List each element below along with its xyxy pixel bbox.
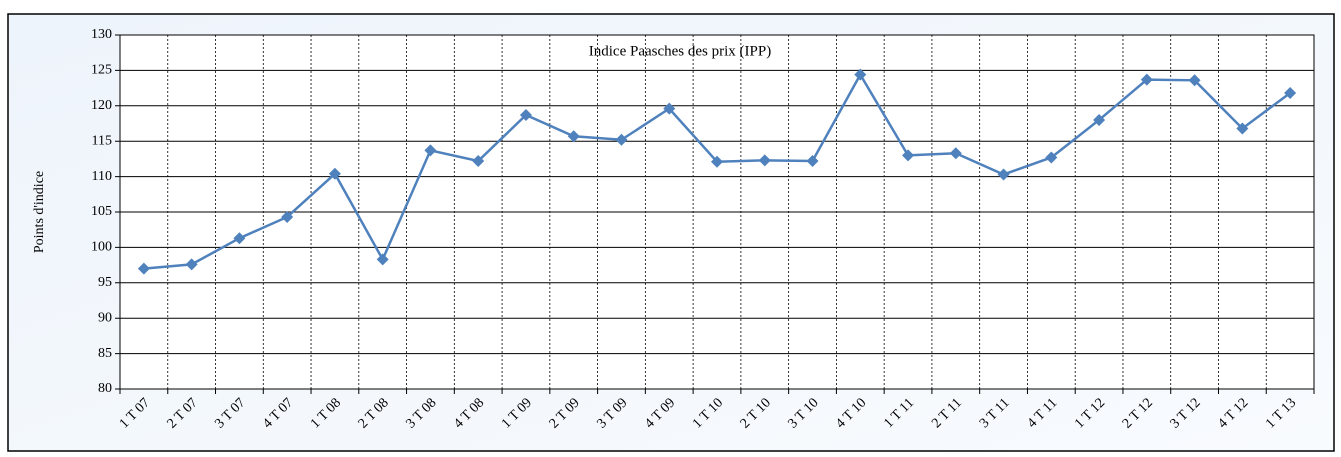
data-point — [1093, 113, 1106, 126]
data-point — [1045, 151, 1058, 164]
data-point — [902, 149, 915, 162]
data-point — [1188, 74, 1201, 87]
y-tick-label: 120 — [91, 98, 112, 113]
data-point — [281, 210, 294, 223]
data-point — [137, 262, 150, 275]
y-tick-label: 130 — [91, 27, 112, 42]
y-tick-label: 105 — [91, 204, 112, 219]
data-point — [806, 155, 819, 168]
y-tick-label: 85 — [98, 346, 112, 361]
data-point — [1284, 87, 1297, 100]
data-point — [663, 102, 676, 115]
chart-title: Indice Paasches des prix (IPP) — [589, 43, 771, 59]
data-point — [567, 130, 580, 143]
y-axis-label: Points d'indice — [32, 171, 47, 253]
data-point — [376, 253, 389, 266]
data-point — [854, 68, 867, 81]
data-point — [1236, 122, 1249, 135]
y-tick-label: 90 — [98, 310, 112, 325]
y-tick-label: 100 — [91, 240, 112, 255]
data-point — [519, 109, 532, 122]
data-point — [615, 133, 628, 146]
y-tick-label: 95 — [98, 275, 112, 290]
data-point — [758, 154, 771, 167]
y-tick-label: 125 — [91, 63, 112, 78]
data-point — [185, 258, 198, 271]
data-point — [328, 167, 341, 180]
y-tick-label: 80 — [98, 381, 112, 396]
data-point — [424, 144, 437, 157]
data-point — [1140, 73, 1153, 86]
data-point — [997, 168, 1010, 181]
y-tick-label: 110 — [92, 169, 112, 184]
y-tick-label: 115 — [92, 133, 112, 148]
data-point — [949, 147, 962, 160]
data-point — [711, 155, 723, 168]
data-point — [472, 155, 485, 168]
data-point — [233, 232, 246, 245]
